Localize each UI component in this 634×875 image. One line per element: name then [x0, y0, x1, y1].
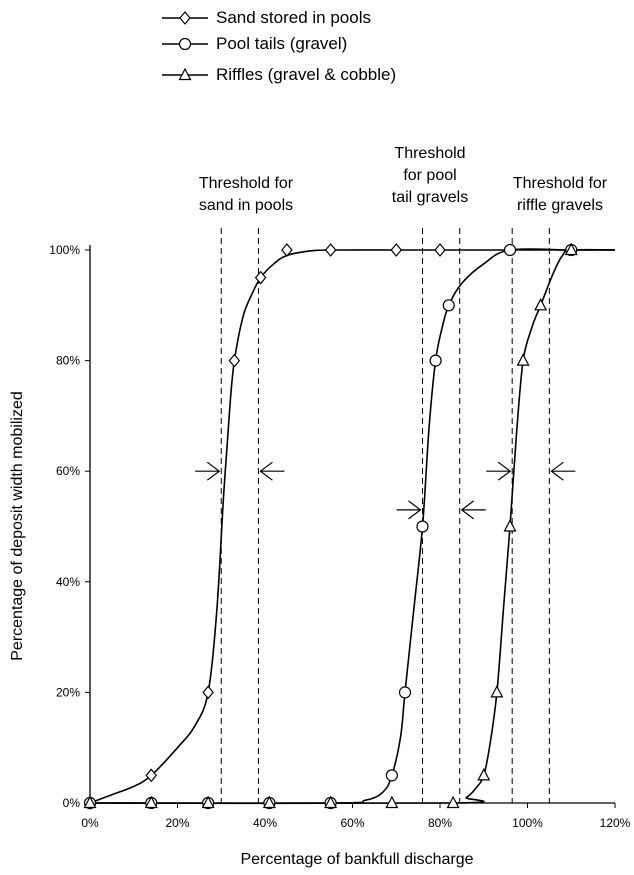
- series-line-2: [89, 248, 616, 805]
- legend-label: Sand stored in pools: [216, 8, 371, 27]
- threshold-annotation: Threshold for sand in pools: [166, 173, 326, 217]
- data-point-diamond: [254, 270, 267, 285]
- data-point-triangle: [144, 795, 158, 809]
- x-tick-label: 20%: [165, 816, 189, 830]
- legend-marker-circle: [178, 37, 192, 51]
- threshold-annotation: Threshold for pool tail gravels: [350, 143, 510, 209]
- legend-swatch-diamond: [162, 11, 208, 25]
- data-point-triangle: [262, 795, 276, 809]
- x-tick-label: 0%: [81, 816, 99, 830]
- data-point-triangle: [83, 795, 97, 809]
- legend-swatch-circle: [162, 37, 208, 51]
- data-point-diamond: [145, 768, 158, 783]
- data-point-triangle: [446, 795, 460, 809]
- x-tick-label: 40%: [253, 816, 277, 830]
- series-line-1: [89, 248, 615, 805]
- legend-item: Riffles (gravel & cobble): [160, 63, 396, 87]
- threshold-arrow-right: [195, 461, 221, 481]
- data-point-diamond: [228, 353, 241, 368]
- x-tick-label: 60%: [340, 816, 364, 830]
- y-tick-label: 40%: [56, 575, 80, 589]
- data-point-diamond: [202, 685, 214, 700]
- data-point-circle: [442, 299, 455, 312]
- threshold-arrow-right: [486, 461, 512, 481]
- data-point-triangle: [324, 795, 338, 809]
- data-point-triangle: [534, 298, 548, 311]
- y-axis-label: Percentage of deposit width mobilized: [9, 391, 26, 661]
- threshold-arrow-left: [550, 461, 576, 481]
- threshold-arrow-left: [460, 500, 486, 520]
- data-point-triangle: [477, 768, 491, 781]
- x-tick-label: 120%: [600, 816, 631, 830]
- threshold-annotation-line: tail gravels: [391, 189, 469, 206]
- data-point-circle: [429, 354, 442, 367]
- legend-marker-diamond: [179, 11, 191, 25]
- y-tick-label: 60%: [56, 464, 80, 478]
- threshold-annotation-line: for pool: [403, 167, 457, 184]
- y-tick-label: 100%: [49, 243, 80, 257]
- legend-marker-triangle: [178, 67, 192, 81]
- threshold-arrow-left: [259, 461, 285, 481]
- threshold-annotation-line: Threshold: [394, 145, 466, 162]
- data-point-diamond: [281, 243, 293, 257]
- data-point-diamond: [434, 243, 446, 257]
- x-tick-label: 100%: [512, 816, 543, 830]
- y-tick-label: 20%: [56, 685, 80, 699]
- data-point-triangle: [516, 353, 530, 366]
- legend-label: Pool tails (gravel): [216, 34, 348, 53]
- threshold-annotation: Threshold for riffle gravels: [480, 173, 634, 217]
- threshold-arrow-right: [396, 500, 422, 520]
- legend-item: Sand stored in pools: [160, 6, 371, 30]
- threshold-annotation-line: sand in pools: [198, 197, 294, 214]
- series-line-0: [89, 249, 615, 804]
- data-point-circle: [398, 686, 412, 699]
- threshold-annotation-line: Threshold for: [512, 175, 608, 192]
- data-point-triangle: [564, 242, 578, 256]
- x-tick-label: 80%: [428, 816, 452, 830]
- data-point-circle: [385, 769, 398, 782]
- x-axis-label: Percentage of bankfull discharge: [240, 851, 473, 868]
- data-point-triangle: [201, 795, 215, 809]
- y-tick-label: 80%: [56, 354, 80, 368]
- threshold-annotation-line: Threshold for: [198, 175, 294, 192]
- data-point-triangle: [503, 519, 517, 532]
- data-point-diamond: [324, 243, 337, 257]
- legend-swatch-triangle: [162, 67, 208, 81]
- data-point-triangle: [490, 685, 504, 698]
- data-point-triangle: [385, 795, 399, 809]
- threshold-annotation-line: riffle gravels: [517, 197, 603, 214]
- data-point-circle: [416, 520, 429, 533]
- y-tick-label: 0%: [63, 796, 81, 810]
- legend-label: Riffles (gravel & cobble): [216, 65, 397, 84]
- data-point-diamond: [390, 243, 403, 257]
- legend-item: Pool tails (gravel): [160, 32, 347, 56]
- data-point-circle: [503, 243, 517, 257]
